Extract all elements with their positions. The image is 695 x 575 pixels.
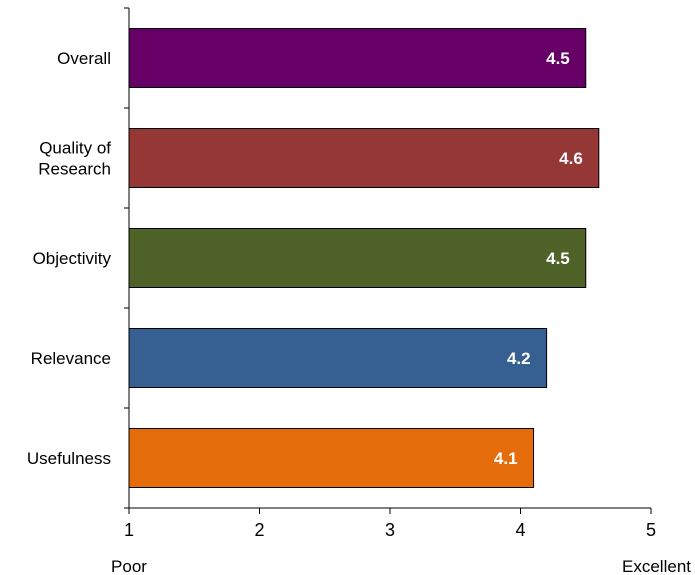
x-axis-high-label: Excellent <box>622 557 691 575</box>
bar <box>128 328 548 388</box>
axes-layer <box>124 7 652 514</box>
bar-value-label: 4.5 <box>546 49 570 68</box>
category-label: Relevance <box>31 349 111 368</box>
bar-value-label: 4.2 <box>507 349 531 368</box>
category-label: Overall <box>57 49 111 68</box>
bar <box>128 28 587 88</box>
bar <box>128 228 587 288</box>
bars-layer <box>128 28 600 488</box>
labels-layer: 4.5 Overall 4.6 Quality of Research 4.5 Object… <box>27 49 656 540</box>
category-label: Quality of Research <box>38 139 111 179</box>
bar <box>128 128 600 188</box>
category-label: Usefulness <box>27 449 111 468</box>
x-tick-label: 3 <box>385 520 395 540</box>
x-tick-label: 2 <box>254 520 264 540</box>
bar-value-label: 4.1 <box>494 449 518 468</box>
bar <box>128 428 535 488</box>
x-tick-label: 5 <box>646 520 656 540</box>
x-tick-label: 4 <box>515 520 525 540</box>
x-tick-label: 1 <box>124 520 134 540</box>
x-axis-low-label: Poor <box>111 557 147 575</box>
bar-value-label: 4.5 <box>546 249 570 268</box>
bar-value-label: 4.6 <box>559 149 583 168</box>
category-label: Objectivity <box>33 249 112 268</box>
